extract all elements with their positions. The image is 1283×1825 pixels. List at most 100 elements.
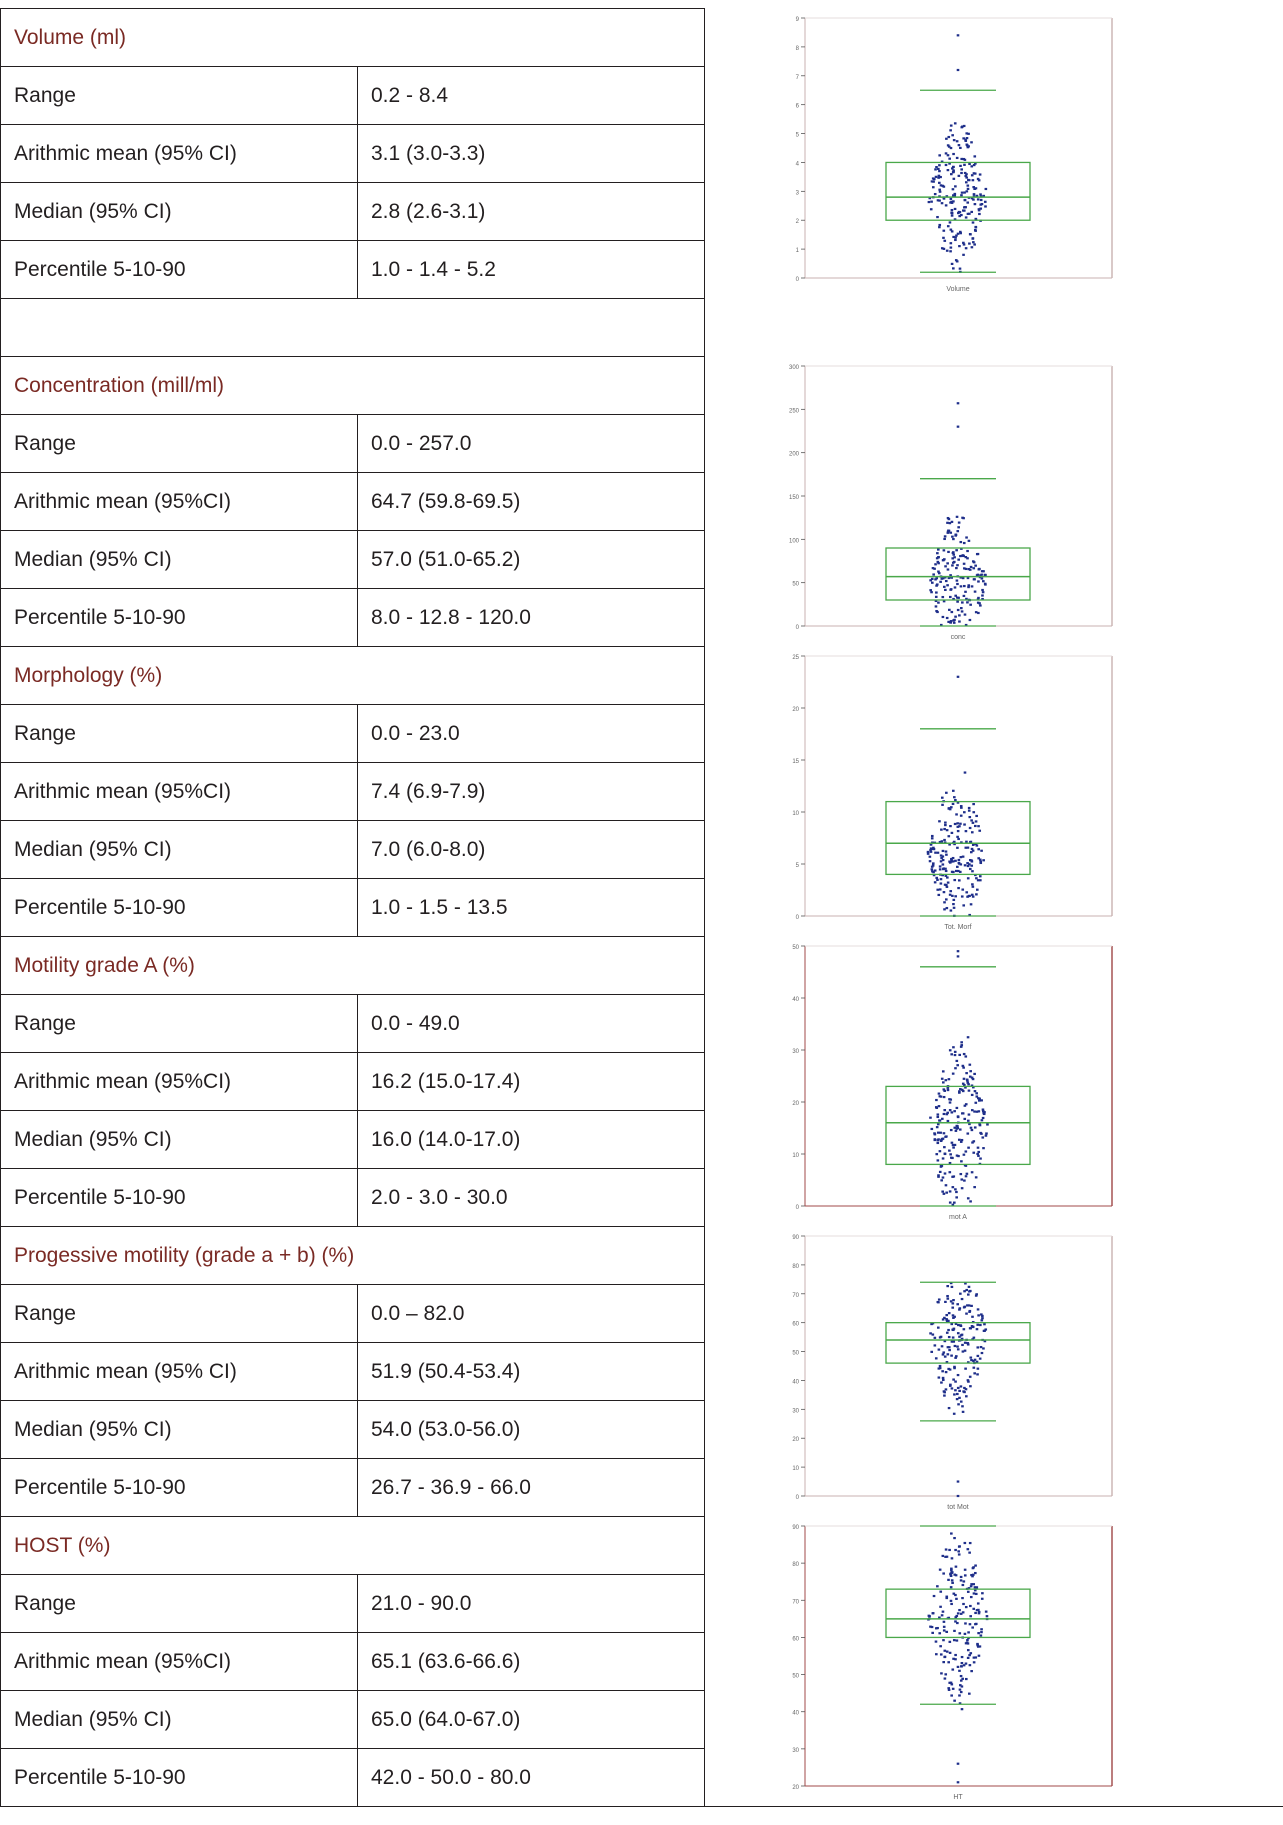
data-point [956,1392,959,1396]
data-point [964,590,967,593]
data-point [976,177,980,181]
data-point [943,537,946,541]
data-point [976,1346,980,1349]
data-point [951,1581,954,1584]
data-point [964,1164,968,1167]
data-point [945,791,948,794]
data-point [961,125,964,128]
data-point [954,238,957,242]
data-point [965,190,969,193]
data-point [976,1323,980,1326]
data-point [952,194,955,197]
data-point [950,1285,954,1289]
data-point [951,1314,955,1317]
data-point [940,1077,944,1080]
data-point [940,247,944,250]
outlier-point [956,1494,960,1498]
data-point [953,122,957,125]
y-tick-label: 40 [792,1711,799,1717]
data-point [936,199,940,202]
data-point [943,1391,946,1394]
data-point [937,562,940,565]
data-point [966,1079,969,1082]
data-point [959,1334,963,1337]
data-point [958,620,961,623]
data-point [941,1176,945,1179]
data-point [933,567,936,570]
data-point [946,144,950,147]
data-point [929,1116,932,1119]
data-point [954,1389,957,1392]
data-point [968,1327,972,1330]
data-point [941,1353,945,1356]
table-row: Percentile 5-10-90 42.0 - 50.0 - 80.0 [1,1749,1283,1807]
data-point [976,1373,979,1376]
data-point [949,574,952,577]
data-point [945,1555,949,1558]
data-point [978,173,982,176]
row-value: 7.0 (6.0-8.0) [371,837,486,861]
data-point [944,823,947,827]
data-point [934,1640,938,1643]
data-point [945,1650,949,1653]
data-point [963,1568,967,1571]
data-point [944,874,948,877]
data-point [968,1692,971,1695]
data-point [970,819,973,822]
data-point [941,855,945,858]
data-point [934,563,937,566]
data-point [972,1607,976,1610]
data-point [969,1070,972,1073]
data-point [966,1036,970,1039]
data-point [966,877,970,880]
data-point [929,843,933,846]
data-point [954,1129,958,1132]
data-point [936,1115,940,1119]
data-point [933,1336,937,1339]
data-point [951,860,955,863]
data-point [937,1174,940,1177]
data-point [947,1406,951,1410]
data-point [946,876,949,879]
data-point [934,578,937,581]
data-point [948,843,951,846]
data-point [944,588,947,592]
data-point [946,1353,950,1356]
data-point [976,1146,980,1149]
data-point [979,1323,982,1327]
data-point [947,145,951,148]
data-point [946,568,950,571]
data-point [972,803,975,806]
data-point [963,1386,966,1390]
data-point [971,843,975,846]
row-label: Median (95% CI) [1,531,358,588]
data-point [970,174,974,177]
data-point [959,230,962,233]
data-point [967,806,971,810]
data-point [976,1097,980,1100]
data-point [984,573,987,577]
data-point [978,1099,981,1102]
table-row: Arithmic mean (95%CI) 65.1 (63.6-66.6) [1,1633,1283,1691]
data-point [964,623,968,627]
row-value: 8.0 - 12.8 - 120.0 [371,605,531,629]
data-point [930,865,934,868]
data-point [954,1620,957,1623]
data-point [970,1084,974,1087]
data-point [953,822,957,826]
x-axis-label: HT [953,1794,963,1801]
data-point [957,521,961,524]
data-point [974,1101,978,1104]
data-point [976,1602,980,1605]
data-point [970,165,974,168]
row-label: Median (95% CI) [1,1111,358,1168]
data-point [972,578,976,581]
data-point [976,1642,979,1646]
data-point [957,1154,960,1158]
data-point [968,1122,971,1126]
data-point [971,870,974,873]
table-row: Median (95% CI) 7.0 (6.0-8.0) [1,821,1283,879]
data-point [938,1364,942,1368]
data-point [933,1132,936,1135]
data-point [956,1621,959,1625]
